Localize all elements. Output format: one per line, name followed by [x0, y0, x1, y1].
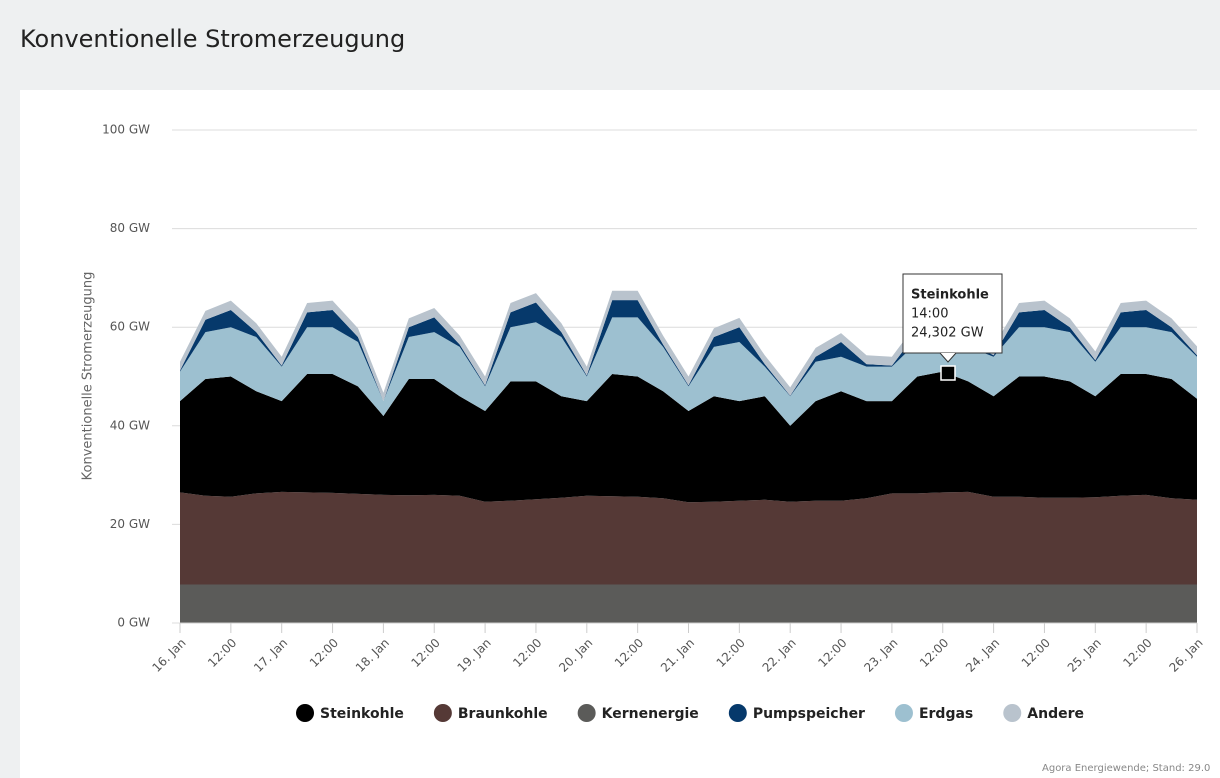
y-tick-label: 0 GW [117, 616, 150, 630]
area [180, 491, 1197, 585]
legend-swatch [894, 704, 913, 722]
legend-item: Pumpspeicher [728, 704, 865, 722]
legend-item: Andere [1003, 704, 1084, 722]
legend-swatch [296, 704, 315, 722]
tooltip-pointer [939, 352, 957, 363]
legend-label: Braunkohle [458, 706, 548, 722]
tooltip-line: 14:00 [911, 307, 948, 322]
legend-swatch [433, 704, 452, 722]
y-tick-label: 40 GW [110, 418, 150, 432]
y-axis-label: Konventionelle Stromerzeugung [81, 272, 96, 481]
tooltip: Steinkohle 14:00 24,302 GW [902, 273, 1003, 381]
legend-swatch [577, 704, 596, 722]
legend: Steinkohle Braunkohle Kernenergie Pumpspeic… [296, 704, 1084, 722]
legend-swatch [1003, 704, 1022, 722]
legend-label: Kernenergie [602, 706, 699, 722]
y-tick-label: 80 GW [110, 221, 150, 235]
chart-title: Konventionelle Stromerzeugung [20, 25, 405, 53]
source: Agora Energiewende; Stand: 29.0 [1042, 763, 1210, 774]
hover-marker [940, 365, 956, 381]
legend-item: Steinkohle [296, 704, 404, 722]
legend-swatch [728, 704, 747, 722]
tooltip-title: Steinkohle [911, 288, 989, 303]
tooltip-line: 24,302 GW [911, 326, 984, 341]
area [180, 584, 1197, 623]
area [180, 371, 1197, 503]
y-tick-label: 60 GW [110, 320, 150, 334]
legend-item: Kernenergie [577, 704, 699, 722]
legend-label: Erdgas [919, 706, 973, 722]
legend-label: Andere [1027, 706, 1084, 722]
legend-item: Erdgas [894, 704, 973, 722]
y-tick-label: 100 GW [102, 123, 150, 137]
legend-item: Braunkohle [433, 704, 548, 722]
y-tick-label: 20 GW [110, 517, 150, 531]
tooltip-box [902, 273, 1003, 354]
legend-label: Pumpspeicher [753, 706, 865, 722]
legend-label: Steinkohle [320, 706, 404, 722]
